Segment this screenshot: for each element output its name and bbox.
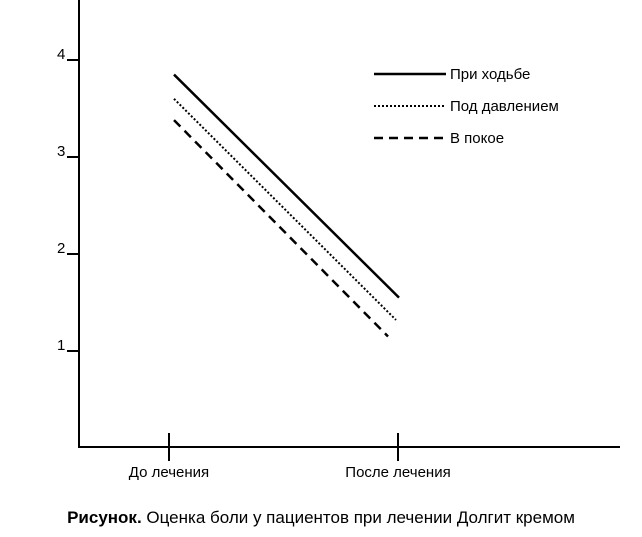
y-tick-label: 1 bbox=[57, 337, 65, 354]
x-tick-label: После лечения bbox=[345, 464, 450, 481]
series-lines bbox=[173, 73, 400, 338]
legend-label: Под давлением bbox=[450, 98, 559, 115]
caption-label: Рисунок. bbox=[67, 508, 142, 527]
legend: При ходьбе Под давлением В покое bbox=[374, 66, 559, 147]
line-chart: 1 2 3 4 До лечения После лечения При ходьбе По… bbox=[57, 0, 620, 481]
y-tick-label: 2 bbox=[57, 240, 65, 257]
legend-label: В покое bbox=[450, 130, 504, 147]
series-line bbox=[173, 73, 400, 299]
series-line bbox=[173, 119, 389, 338]
y-tick-label: 4 bbox=[57, 46, 65, 63]
figure-caption: Рисунок. Оценка боли у пациентов при леч… bbox=[0, 508, 642, 528]
caption-text: Оценка боли у пациентов при лечении Долг… bbox=[146, 508, 575, 527]
ticks: 1 2 3 4 До лечения После лечения bbox=[57, 46, 451, 481]
legend-label: При ходьбе bbox=[450, 66, 530, 83]
y-tick-label: 3 bbox=[57, 143, 65, 160]
x-tick-label: До лечения bbox=[129, 464, 209, 481]
series-line bbox=[173, 98, 397, 321]
axes bbox=[78, 0, 620, 448]
